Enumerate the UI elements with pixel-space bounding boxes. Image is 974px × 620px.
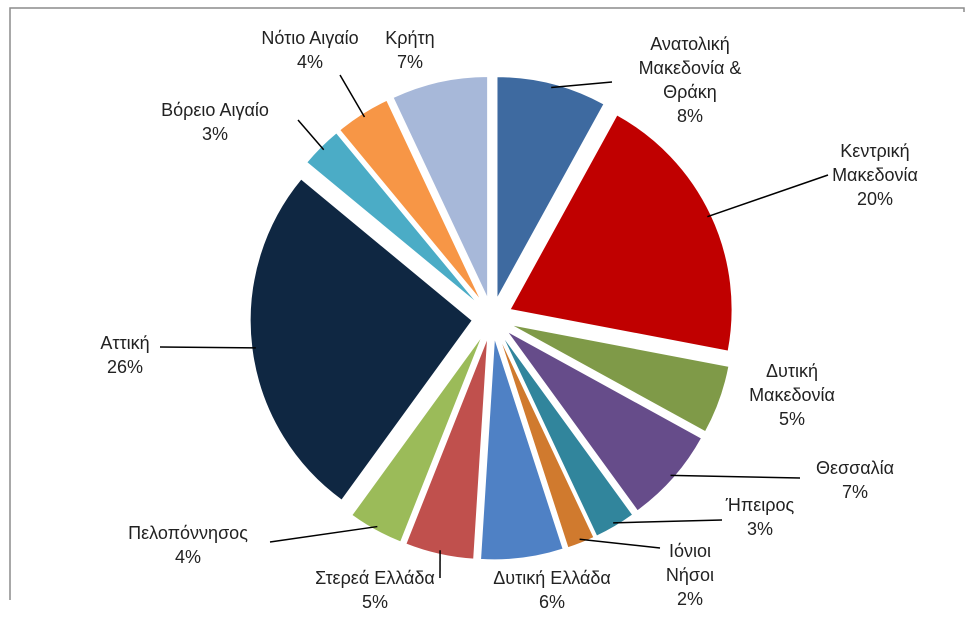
pie-slice (506, 330, 703, 512)
category-label: Νότιο Αιγαίο (261, 28, 359, 48)
value-label: 6% (538, 592, 565, 612)
leader-line (551, 81, 613, 89)
pie-slice (496, 76, 605, 299)
leader-line (269, 525, 378, 543)
pie-slice (405, 337, 489, 560)
leader-line (707, 174, 829, 218)
value-label: 3% (201, 124, 228, 144)
category-label: Πελοπόννησος (128, 523, 248, 543)
value-label: 2% (676, 589, 703, 609)
data-label: Βόρειο Αιγαίο 3% (135, 98, 295, 146)
category-label: Δυτική Ελλάδα (493, 568, 611, 588)
value-label: 7% (396, 52, 423, 72)
category-label: Θεσσαλία (815, 458, 895, 478)
leader-line (670, 474, 801, 479)
value-label: 7% (841, 482, 868, 502)
category-label: Δυτική Μακεδονία (749, 361, 835, 405)
pie-slice (351, 335, 483, 543)
value-label: 3% (746, 519, 773, 539)
data-label: Ήπειρος 3% (715, 493, 805, 541)
data-label: Κεντρική Μακεδονία 20% (815, 139, 935, 211)
leader-line (613, 519, 723, 524)
leader-line (297, 119, 325, 151)
data-label: Ιόνιοι Νήσοι 2% (655, 539, 725, 611)
category-label: Κρήτη (385, 28, 435, 48)
pie-slice (480, 337, 564, 561)
data-label: Αττική 26% (85, 331, 165, 379)
data-label: Στερεά Ελλάδα 5% (295, 566, 455, 614)
category-label: Αττική (100, 333, 150, 353)
frame (9, 7, 965, 600)
value-label: 8% (676, 106, 703, 126)
data-label: Νότιο Αιγαίο 4% (240, 26, 380, 74)
pie-slice (392, 75, 489, 299)
leader-line (339, 74, 366, 118)
category-label: Βόρειο Αιγαίο (161, 100, 269, 120)
leader-line (579, 538, 661, 549)
category-label: Ήπειρος (725, 495, 795, 515)
value-label: 5% (778, 409, 805, 429)
category-label: Ανατολική Μακεδονία & Θράκη (638, 34, 742, 102)
pie-slice (510, 324, 730, 433)
value-label: 20% (856, 189, 894, 209)
category-label: Στερεά Ελλάδα (315, 568, 435, 588)
value-label: 4% (174, 547, 201, 567)
value-label: 26% (106, 357, 144, 377)
data-label: Δυτική Ελλάδα 6% (467, 566, 637, 614)
value-label: 4% (296, 52, 323, 72)
value-label: 5% (361, 592, 388, 612)
leader-line (159, 346, 256, 349)
pie-slice (501, 334, 634, 537)
data-label: Δυτική Μακεδονία 5% (727, 359, 857, 431)
data-label: Ανατολική Μακεδονία & Θράκη 8% (625, 32, 755, 128)
data-label: Πελοπόννησος 4% (103, 521, 273, 569)
pie-slice (498, 336, 595, 549)
data-label: Θεσσαλία 7% (795, 456, 915, 504)
category-label: Κεντρική Μακεδονία (832, 141, 918, 185)
data-label: Κρήτη 7% (370, 26, 450, 74)
category-label: Ιόνιοι Νήσοι (665, 541, 715, 585)
